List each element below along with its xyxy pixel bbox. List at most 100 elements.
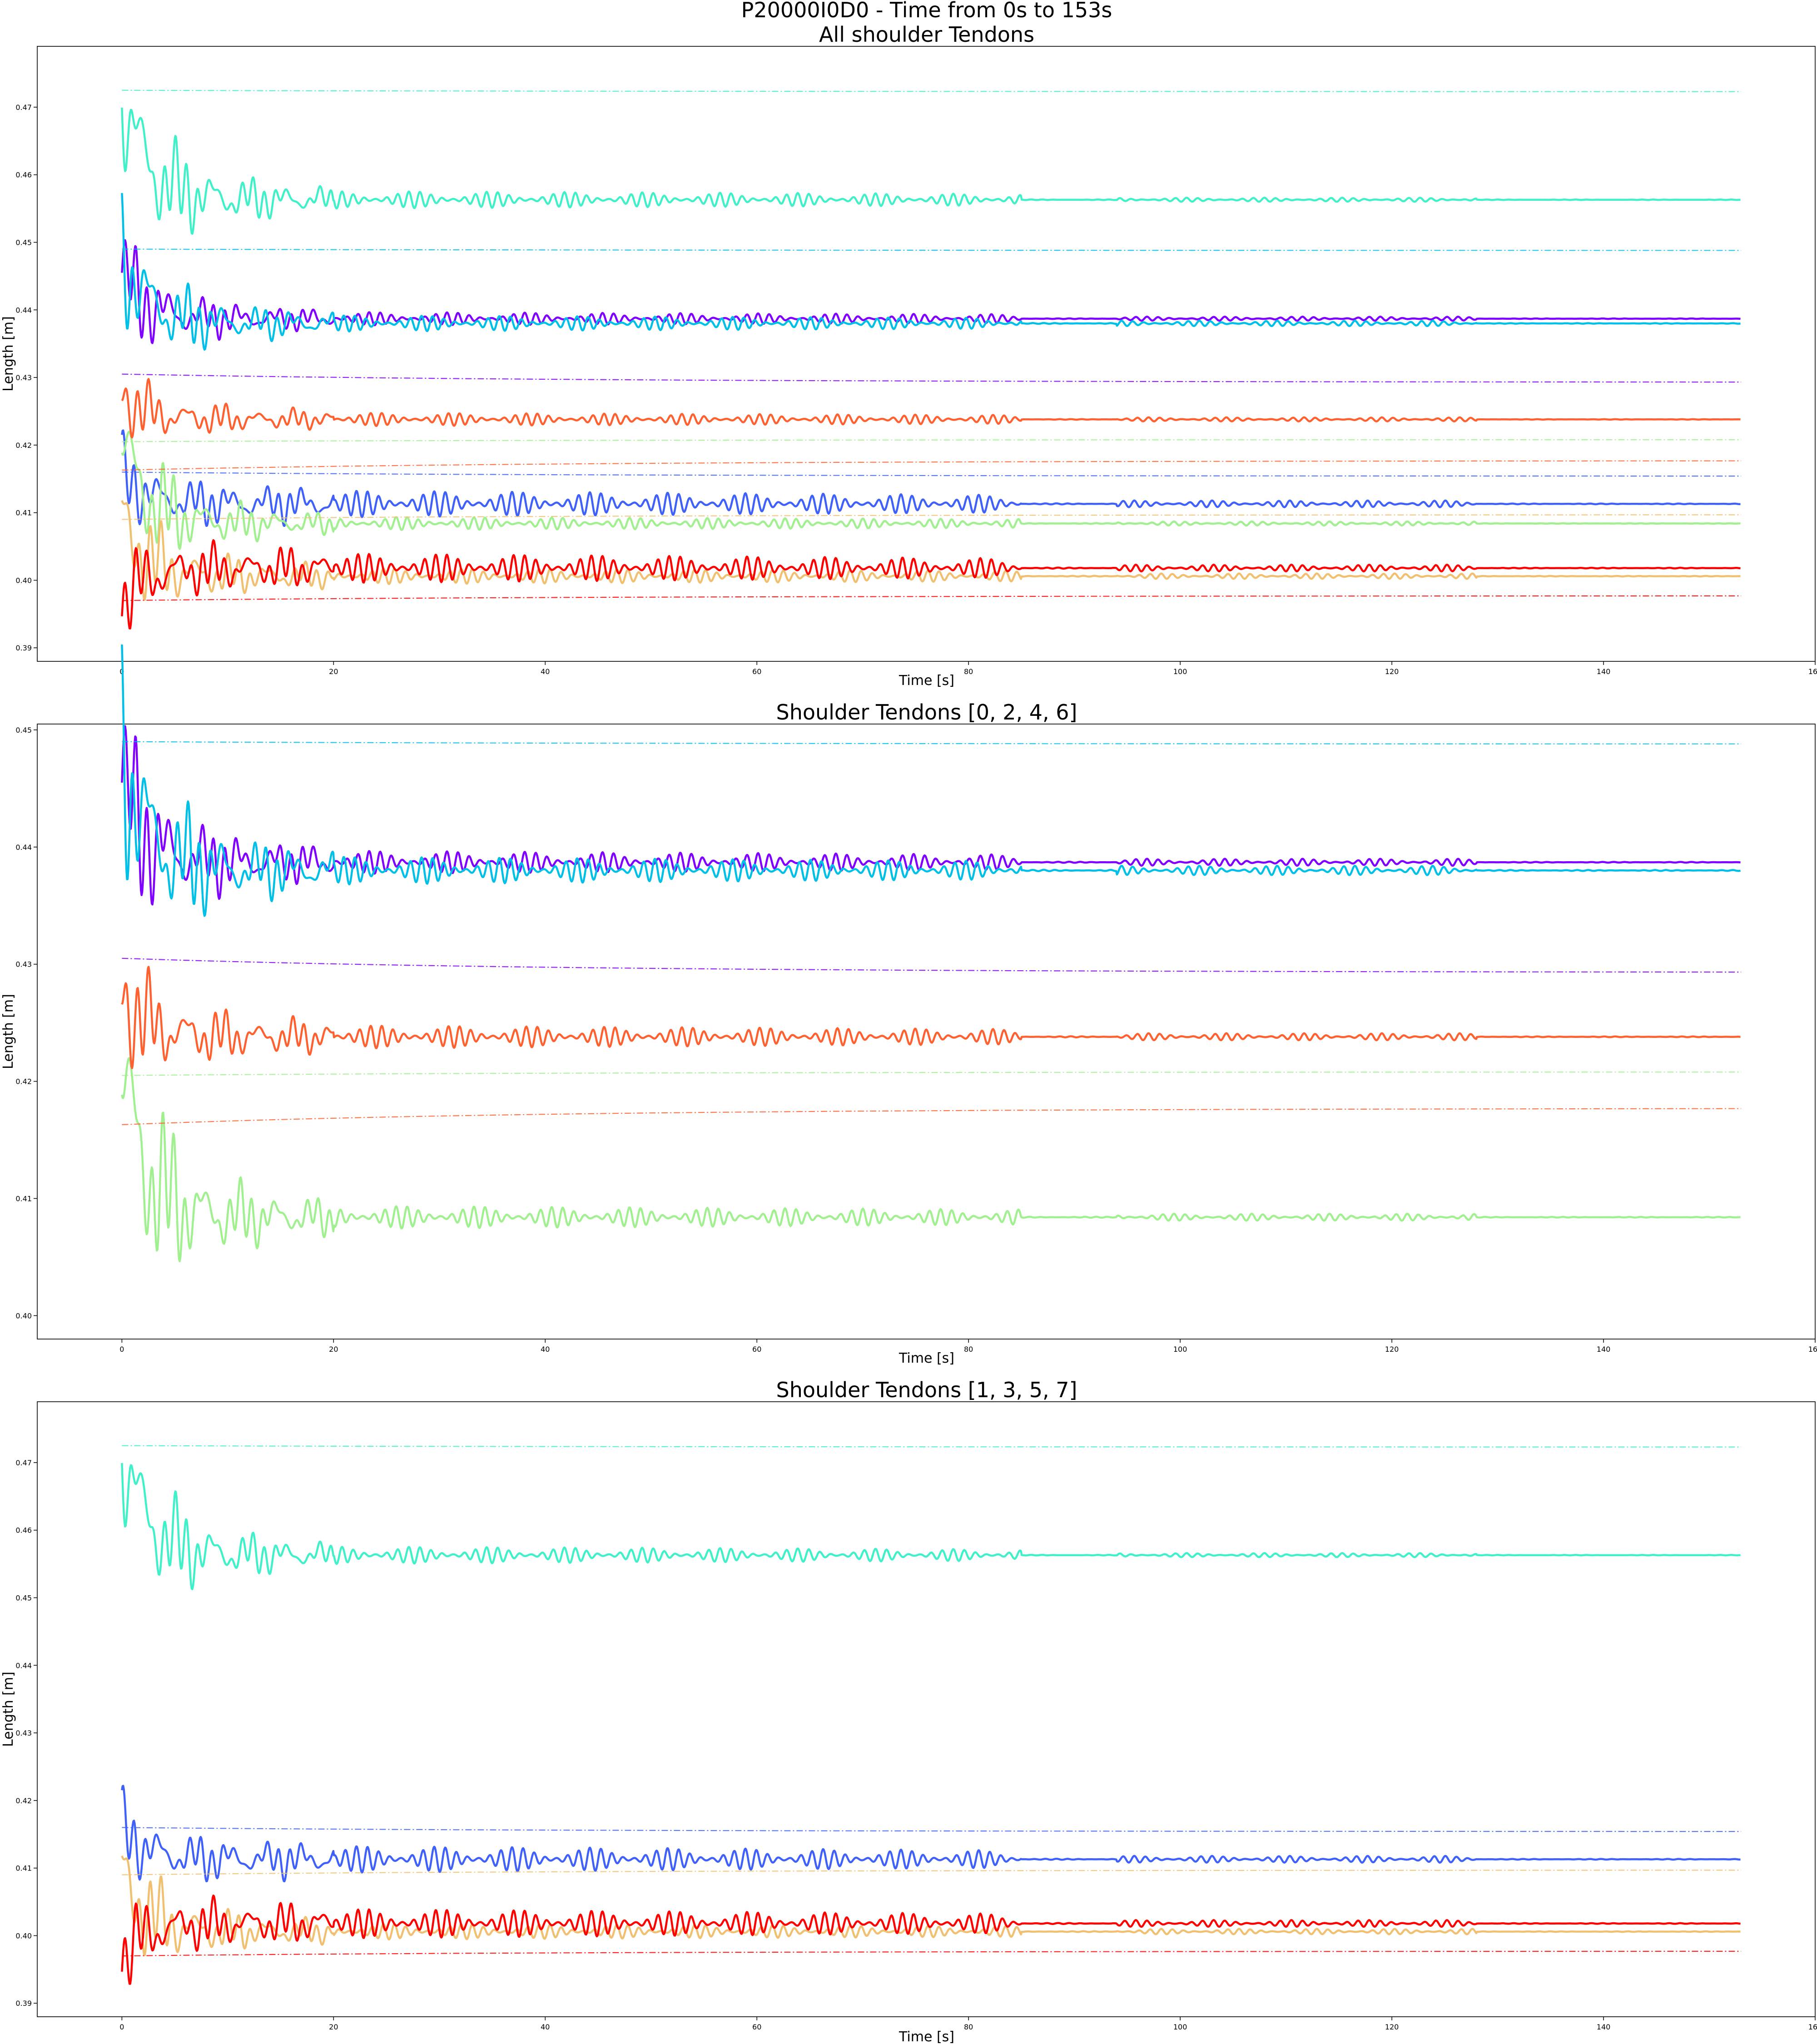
- axes-even-tendons: Shoulder Tendons [0, 2, 4, 6] 0 20 40 60 80 1…: [0, 644, 1817, 1366]
- x-tick-label: 160: [1808, 2023, 1817, 2031]
- reference-line-tendon-3: [122, 89, 1741, 92]
- reference-line-tendon-7: [122, 1950, 1741, 1957]
- axes-title-even: Shoulder Tendons [0, 2, 4, 6]: [776, 700, 1077, 724]
- axes-title-odd: Shoulder Tendons [1, 3, 5, 7]: [776, 1378, 1077, 1402]
- actual-line-tendon-6: [121, 378, 1741, 439]
- x-axis-label: Time [s]: [899, 2029, 954, 2044]
- axes-all-tendons: All shoulder Tendons 0 20 40 60 80 100 120 140 1…: [0, 22, 1817, 689]
- y-tick-label: 0.41: [15, 1195, 32, 1203]
- actual-line-tendon-4: [121, 431, 1741, 550]
- x-tick-label: 140: [1597, 667, 1611, 676]
- y-tick-label: 0.47: [15, 1459, 32, 1467]
- tick-group: 0204060801001201401600.390.400.410.420.4…: [15, 1459, 1817, 2031]
- reference-line-tendon-4: [122, 1072, 1741, 1076]
- x-tick-label: 40: [541, 1345, 550, 1354]
- reference-line-tendon-3: [122, 1445, 1741, 1448]
- y-tick-label: 0.41: [15, 509, 32, 517]
- y-tick-label: 0.40: [15, 1931, 32, 1940]
- actual-line-tendon-4: [121, 1057, 1741, 1263]
- x-tick-label: 60: [752, 667, 761, 676]
- actual-line-tendon-3: [121, 107, 1741, 235]
- y-tick-label: 0.42: [15, 1796, 32, 1805]
- x-tick-label: 120: [1385, 1345, 1399, 1354]
- x-tick-label: 20: [329, 2023, 338, 2031]
- actual-line-tendon-6: [121, 966, 1741, 1069]
- y-tick-label: 0.42: [15, 441, 32, 450]
- y-tick-label: 0.40: [15, 576, 32, 585]
- x-tick-label: 100: [1173, 667, 1187, 676]
- plot-frame: [37, 724, 1816, 1340]
- plot-frame: [37, 1401, 1816, 2017]
- y-tick-label: 0.45: [15, 1593, 32, 1602]
- x-tick-label: 100: [1173, 2023, 1187, 2031]
- tick-group: 0 20 40 60 80 100 120 140 160 0.40 0.41 0.42 0.43 0.4…: [15, 726, 1817, 1354]
- reference-line-tendon-7: [122, 595, 1741, 601]
- x-tick-label: 60: [752, 2023, 761, 2031]
- x-axis-label: Time [s]: [899, 1350, 954, 1366]
- series-group: [121, 89, 1741, 630]
- y-tick-label: 0.42: [15, 1077, 32, 1086]
- x-tick-label: 80: [964, 2023, 973, 2031]
- y-tick-label: 0.45: [15, 726, 32, 734]
- tick-group: 0204060801001201401600.390.400.410.420.4…: [15, 103, 1817, 676]
- y-tick-label: 0.45: [15, 238, 32, 247]
- x-tick-label: 160: [1808, 1345, 1817, 1354]
- reference-line-tendon-1: [122, 471, 1741, 477]
- series-group: [121, 644, 1741, 1263]
- x-tick-label: 40: [541, 2023, 550, 2031]
- axes-odd-tendons: Shoulder Tendons [1, 3, 5, 7] 0 20 40 60 80 1…: [0, 1378, 1817, 2044]
- y-axis-label: Length [m]: [0, 994, 16, 1069]
- x-tick-label: 0: [119, 1345, 124, 1354]
- reference-line-tendon-2: [122, 741, 1741, 744]
- actual-line-tendon-5: [121, 500, 1741, 601]
- x-tick-label: 80: [964, 1345, 973, 1354]
- y-tick-label: 0.41: [15, 1864, 32, 1873]
- y-tick-label: 0.44: [15, 843, 32, 852]
- y-tick-label: 0.43: [15, 373, 32, 382]
- axes-title-all: All shoulder Tendons: [819, 22, 1034, 47]
- y-tick-label: 0.47: [15, 103, 32, 112]
- y-tick-label: 0.44: [15, 1661, 32, 1670]
- reference-line-tendon-5: [122, 1870, 1741, 1875]
- actual-line-tendon-7: [121, 539, 1741, 630]
- y-tick-label: 0.43: [15, 1729, 32, 1737]
- x-tick-label: 120: [1385, 2023, 1399, 2031]
- actual-line-tendon-0: [121, 725, 1741, 906]
- y-tick-label: 0.44: [15, 306, 32, 314]
- y-tick-label: 0.46: [15, 1526, 32, 1535]
- x-tick-label: 40: [541, 667, 550, 676]
- x-tick-label: 20: [329, 1345, 338, 1354]
- series-group: [121, 1445, 1741, 1985]
- y-tick-label: 0.40: [15, 1311, 32, 1320]
- y-axis-label: Length [m]: [0, 316, 16, 392]
- actual-line-tendon-7: [121, 1895, 1741, 1985]
- reference-line-tendon-1: [122, 1827, 1741, 1832]
- reference-line-tendon-2: [122, 248, 1741, 251]
- x-axis-label: Time [s]: [899, 673, 954, 689]
- y-axis-label: Length [m]: [0, 1672, 16, 1747]
- figure-suptitle: P20000I0D0 - Time from 0s to 153s: [741, 0, 1112, 22]
- x-tick-label: 20: [329, 667, 338, 676]
- y-tick-label: 0.39: [15, 644, 32, 652]
- actual-line-tendon-2: [121, 644, 1741, 917]
- reference-line-tendon-5: [122, 514, 1741, 520]
- actual-line-tendon-1: [121, 1785, 1741, 1883]
- x-tick-label: 120: [1385, 667, 1399, 676]
- plot-frame: [37, 46, 1816, 662]
- reference-line-tendon-6: [122, 1108, 1741, 1126]
- x-tick-label: 100: [1173, 1345, 1187, 1354]
- reference-line-tendon-0: [122, 373, 1741, 383]
- actual-line-tendon-1: [121, 429, 1741, 527]
- reference-line-tendon-6: [122, 460, 1741, 471]
- actual-line-tendon-5: [121, 1855, 1741, 1956]
- x-tick-label: 140: [1597, 2023, 1611, 2031]
- x-tick-label: 160: [1808, 667, 1817, 676]
- x-tick-label: 80: [964, 667, 973, 676]
- actual-line-tendon-3: [121, 1463, 1741, 1590]
- reference-line-tendon-4: [122, 439, 1741, 442]
- x-tick-label: 140: [1597, 1345, 1611, 1354]
- y-tick-label: 0.46: [15, 171, 32, 179]
- y-tick-label: 0.39: [15, 1999, 32, 2008]
- actual-line-tendon-0: [121, 239, 1741, 344]
